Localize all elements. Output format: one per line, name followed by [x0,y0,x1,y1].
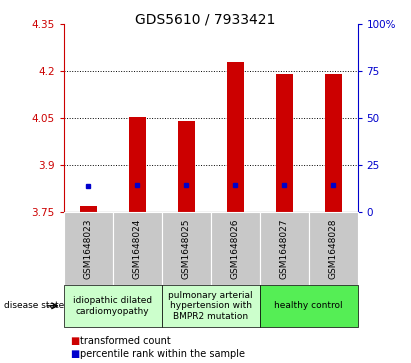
Text: GSM1648023: GSM1648023 [84,219,93,279]
Bar [129,117,146,212]
Text: percentile rank within the sample: percentile rank within the sample [80,349,245,359]
Bar [178,121,195,212]
Text: GDS5610 / 7933421: GDS5610 / 7933421 [135,13,276,27]
Text: healthy control: healthy control [274,301,343,310]
Text: GSM1648024: GSM1648024 [133,219,142,279]
Text: pulmonary arterial
hypertension with
BMPR2 mutation: pulmonary arterial hypertension with BMP… [169,291,253,321]
Text: idiopathic dilated
cardiomyopathy: idiopathic dilated cardiomyopathy [73,296,152,315]
Text: GSM1648025: GSM1648025 [182,219,191,279]
Text: ■: ■ [70,349,79,359]
Text: disease state: disease state [4,301,65,310]
Text: GSM1648028: GSM1648028 [328,219,337,279]
Bar [275,74,293,212]
Bar [80,206,97,212]
Bar [226,62,244,212]
Text: GSM1648027: GSM1648027 [279,219,289,279]
Text: ■: ■ [70,336,79,346]
Text: transformed count: transformed count [80,336,171,346]
Text: GSM1648026: GSM1648026 [231,219,240,279]
Bar [325,74,342,212]
